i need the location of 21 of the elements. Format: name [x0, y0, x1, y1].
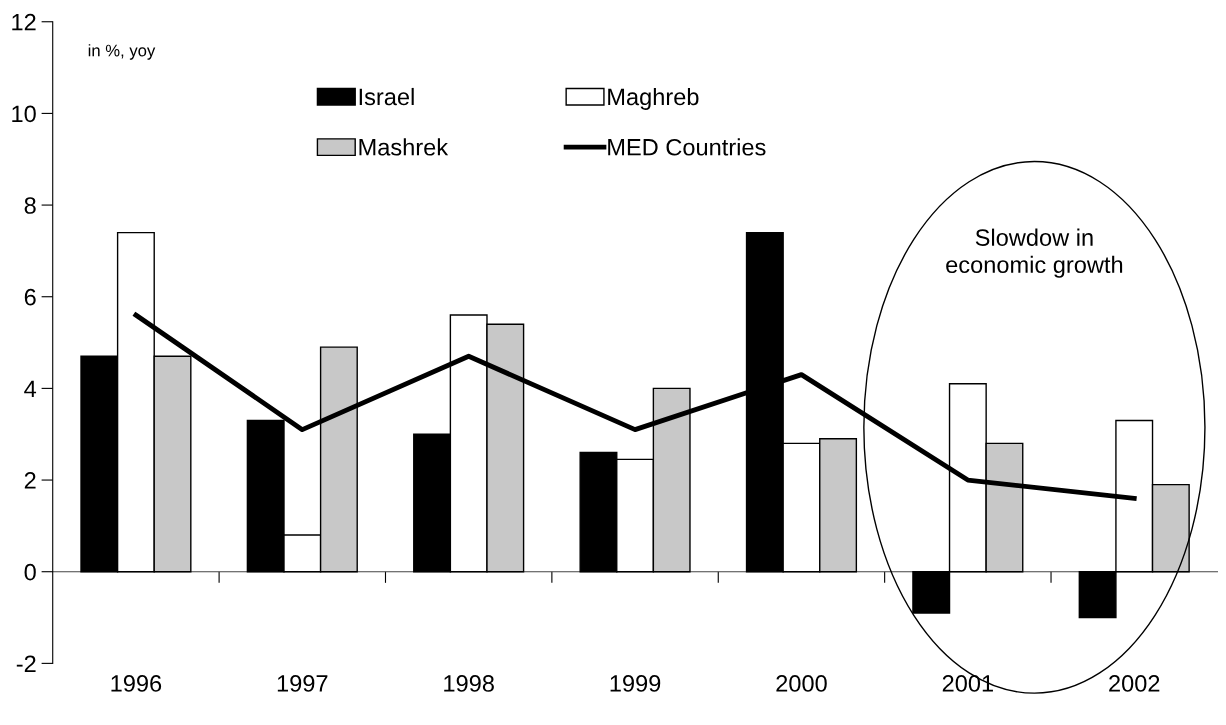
legend-label: MED Countries [608, 138, 766, 156]
x-tick-label: 1997 [277, 675, 328, 692]
y-axis-title: in %, yoy [88, 44, 156, 60]
annotation: Slowdow in economic growth [946, 228, 1123, 278]
x-tick-label: 1998 [444, 675, 494, 692]
y-tick-label: 0 [24, 563, 36, 581]
legend-label: Israel [359, 87, 414, 106]
y-tick-label: 4 [24, 380, 37, 397]
legend-label: Maghreb [608, 87, 699, 110]
x-tick-label: 2002 [1109, 675, 1160, 692]
x-tick-label: 1999 [610, 675, 661, 692]
x-tick-label: 2001 [942, 675, 993, 692]
legend-label: Mashrek [359, 138, 449, 156]
y-tick-label: 2 [24, 472, 36, 489]
y-tick-label: 8 [24, 197, 36, 214]
x-tick-label: 2000 [776, 675, 827, 692]
y-tick-label: 12 [12, 13, 36, 31]
y-tick-label: 6 [24, 288, 36, 306]
x-tick-label: 1996 [111, 675, 162, 692]
y-tick-label: 10 [12, 105, 36, 123]
y-tick-label: -2 [16, 655, 36, 672]
